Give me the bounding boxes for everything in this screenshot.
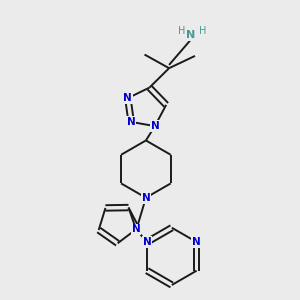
Text: N: N <box>151 121 159 131</box>
Text: H: H <box>178 26 185 36</box>
Text: N: N <box>192 237 201 247</box>
Text: N: N <box>142 237 152 247</box>
Text: N: N <box>142 193 150 203</box>
Text: N: N <box>186 31 196 40</box>
Text: N: N <box>132 224 140 234</box>
Text: N: N <box>127 117 136 127</box>
Text: H: H <box>200 26 207 36</box>
Text: N: N <box>124 93 132 103</box>
